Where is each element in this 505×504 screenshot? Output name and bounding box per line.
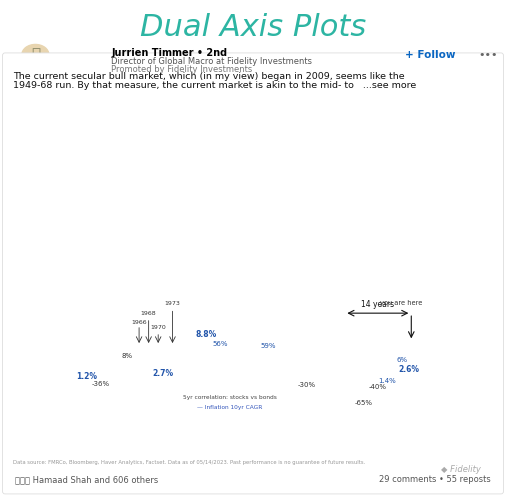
Text: 2.7%: 2.7% bbox=[152, 369, 173, 379]
Text: ◆ Fidelity: ◆ Fidelity bbox=[440, 465, 479, 474]
Text: — Inflation 10yr CAGR: — Inflation 10yr CAGR bbox=[197, 405, 262, 410]
Text: 1973: 1973 bbox=[164, 301, 180, 306]
Text: Promoted by Fidelity Investments: Promoted by Fidelity Investments bbox=[111, 65, 252, 74]
Text: Director of Global Macro at Fidelity Investments: Director of Global Macro at Fidelity Inv… bbox=[111, 57, 312, 66]
Circle shape bbox=[22, 44, 48, 65]
Text: 1968: 1968 bbox=[140, 310, 156, 316]
Text: -36%: -36% bbox=[91, 381, 110, 387]
FancyBboxPatch shape bbox=[15, 59, 56, 79]
Text: 8%: 8% bbox=[121, 353, 132, 359]
Text: 2.6%: 2.6% bbox=[397, 365, 419, 374]
Text: you are here: you are here bbox=[379, 299, 422, 305]
Text: 1966: 1966 bbox=[131, 320, 146, 325]
FancyBboxPatch shape bbox=[3, 53, 502, 494]
Text: 5yr correlation: stocks vs bonds: 5yr correlation: stocks vs bonds bbox=[182, 395, 276, 400]
Text: 1949-68 run. By that measure, the current market is akin to the mid- to   ...see: 1949-68 run. By that measure, the curren… bbox=[13, 81, 415, 90]
Text: 56%: 56% bbox=[212, 341, 228, 347]
Text: 8.8%: 8.8% bbox=[195, 330, 216, 339]
Text: Dual Axis Plots: Dual Axis Plots bbox=[139, 13, 366, 42]
Text: 1.2%: 1.2% bbox=[76, 372, 97, 381]
Text: 14 years: 14 years bbox=[361, 300, 393, 309]
Text: The current secular bull market, which (in my view) began in 2009, seems like th: The current secular bull market, which (… bbox=[13, 72, 403, 81]
Text: -40%: -40% bbox=[368, 385, 386, 390]
Text: 🟢🟠🟡 Hamaad Shah and 606 others: 🟢🟠🟡 Hamaad Shah and 606 others bbox=[15, 475, 158, 484]
Text: Data source: FMRCo, Bloomberg, Haver Analytics, Factset. Data as of 05/14/2023. : Data source: FMRCo, Bloomberg, Haver Ana… bbox=[13, 460, 364, 465]
Text: -65%: -65% bbox=[354, 400, 372, 406]
Title: Secular Trends: Inflation: Secular Trends: Inflation bbox=[162, 208, 325, 221]
Bar bbox=[53, 222, 148, 456]
Text: 29 comments • 55 reposts: 29 comments • 55 reposts bbox=[378, 475, 490, 484]
Text: Jurrien Timmer • 2nd: Jurrien Timmer • 2nd bbox=[111, 48, 227, 58]
Bar bbox=[344, 222, 434, 456]
Text: 1.4%: 1.4% bbox=[378, 379, 395, 385]
Text: 6%: 6% bbox=[395, 357, 407, 363]
Text: -30%: -30% bbox=[296, 382, 315, 388]
Text: + Follow: + Follow bbox=[404, 50, 454, 60]
Text: 59%: 59% bbox=[260, 343, 275, 349]
Text: 👤: 👤 bbox=[31, 47, 40, 62]
Text: 1970: 1970 bbox=[150, 325, 166, 330]
Text: •••: ••• bbox=[477, 50, 497, 60]
Text: Source: Haver, Factset.  Monthly Data: Source: Haver, Factset. Monthly Data bbox=[184, 210, 304, 215]
Legend: S&P 500 Total Return, SPTR: 1982-2000, SPTR: 1949-1968, SPTR: 1921-1929: S&P 500 Total Return, SPTR: 1982-2000, S… bbox=[56, 225, 132, 253]
